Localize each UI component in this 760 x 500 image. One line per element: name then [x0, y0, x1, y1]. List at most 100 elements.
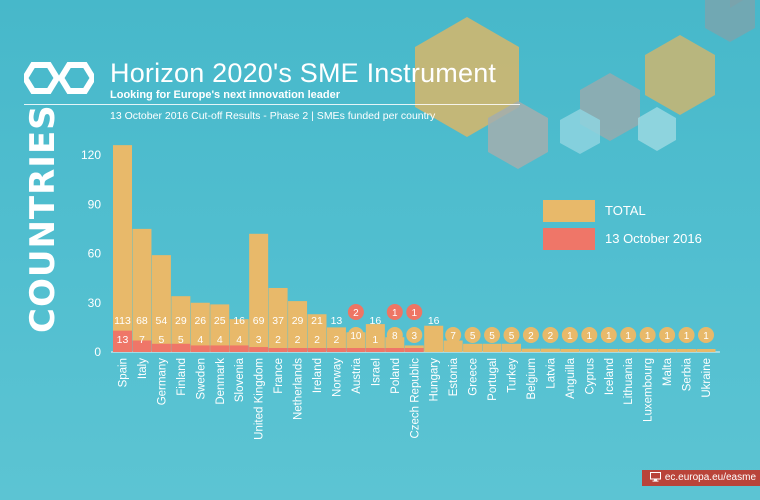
category-label: Hungary	[429, 358, 441, 402]
badge-cutoff	[406, 304, 423, 320]
data-label-cutoff: 7	[139, 334, 145, 346]
badge-total	[561, 327, 578, 343]
badge-total	[464, 327, 481, 343]
data-label-total: 13	[331, 315, 343, 327]
category-label: Czech Republic	[409, 358, 421, 439]
bar-total	[424, 325, 444, 352]
bar-total	[677, 349, 697, 352]
bar-total	[132, 228, 152, 352]
badge-total	[620, 327, 637, 343]
bar-total	[540, 348, 560, 352]
data-label-total: 2	[548, 331, 554, 342]
badge-total	[522, 327, 539, 343]
bar-total	[151, 255, 171, 352]
bar-cutoff	[171, 343, 191, 352]
category-label: Israel	[370, 358, 382, 386]
legend-swatch-total	[543, 200, 595, 222]
badge-total	[600, 327, 617, 343]
data-label-total: 1	[567, 331, 573, 342]
category-label: Estonia	[448, 357, 460, 396]
bar-cutoff	[385, 348, 405, 352]
badge-total	[503, 327, 520, 343]
data-label-total: 54	[156, 315, 168, 327]
data-label-total: 16	[233, 315, 245, 327]
category-label: Norway	[331, 358, 343, 397]
hexagon-shape	[638, 107, 676, 151]
badge-total	[386, 327, 403, 343]
bar-total	[560, 349, 580, 352]
badge-total	[639, 327, 656, 343]
data-label-cutoff: 4	[236, 334, 242, 346]
data-label-total: 7	[450, 331, 456, 342]
badge-total	[698, 327, 714, 343]
category-label: Spain	[118, 358, 130, 387]
data-label-cutoff: 1	[392, 308, 398, 319]
category-label: Ireland	[312, 358, 324, 393]
badge-total	[678, 327, 695, 343]
hexagon-shape	[560, 109, 600, 154]
legend-swatch-cutoff	[543, 228, 595, 250]
data-label-total: 29	[292, 315, 304, 327]
bar-cutoff	[268, 348, 288, 352]
bar-cutoff	[151, 343, 171, 352]
bar-total	[618, 349, 638, 352]
bar-cutoff	[249, 347, 269, 352]
bar-cutoff	[229, 345, 249, 352]
category-label: Poland	[390, 358, 402, 394]
data-label-total: 26	[194, 315, 206, 327]
data-label-total: 10	[350, 331, 362, 342]
bar-total	[365, 324, 385, 352]
bar-cutoff	[307, 348, 327, 352]
category-label: Austria	[351, 357, 363, 393]
data-label-cutoff: 3	[256, 334, 262, 346]
badge-total	[347, 327, 364, 343]
monitor-icon	[649, 472, 661, 482]
bar-cutoff	[210, 345, 230, 352]
data-label-total: 1	[625, 331, 631, 342]
category-label: Portugal	[487, 358, 499, 401]
bar-cutoff	[365, 348, 385, 352]
data-label-total: 1	[664, 331, 670, 342]
data-label-total: 1	[606, 331, 612, 342]
data-label-cutoff: 13	[117, 334, 129, 346]
data-label-total: 21	[311, 315, 323, 327]
bar-total	[229, 319, 249, 352]
category-label: United Kingdom	[254, 358, 266, 440]
category-label: Malta	[662, 357, 674, 386]
bar-total	[326, 327, 346, 352]
data-label-cutoff: 2	[314, 334, 320, 346]
data-label-total: 3	[411, 331, 417, 342]
bar-total	[113, 145, 132, 352]
data-label-cutoff: 1	[411, 308, 417, 319]
bar-total	[288, 301, 308, 352]
category-label: Lithuania	[623, 357, 635, 404]
legend-label-cutoff: 13 October 2016	[605, 231, 702, 246]
bar-total	[249, 233, 269, 352]
y-tick-label: 60	[88, 247, 102, 261]
data-label-total: 5	[470, 331, 476, 342]
footer-link[interactable]: ec.europa.eu/easme	[641, 470, 760, 486]
category-label: Finland	[176, 358, 188, 396]
category-label: Cyprus	[584, 358, 596, 395]
bar-cutoff	[326, 348, 346, 352]
data-label-total: 5	[489, 331, 495, 342]
bar-total	[443, 340, 463, 352]
badge-cutoff	[386, 304, 403, 320]
hexagon-shape	[705, 0, 755, 42]
bar-total	[482, 343, 502, 352]
page-subtitle: Looking for Europe's next innovation lea…	[110, 89, 340, 101]
bar-total	[171, 296, 191, 352]
bar-cutoff	[404, 348, 424, 352]
category-label: Denmark	[215, 358, 227, 405]
category-label: Latvia	[545, 357, 557, 388]
bar-total	[463, 343, 483, 352]
badge-total	[406, 327, 423, 343]
data-label-total: 25	[214, 315, 226, 327]
legend-label-total: TOTAL	[605, 203, 646, 218]
hexagon-shape	[645, 35, 715, 115]
data-label-total: 1	[587, 331, 593, 342]
bar-total	[307, 314, 327, 352]
badge-total	[542, 327, 559, 343]
